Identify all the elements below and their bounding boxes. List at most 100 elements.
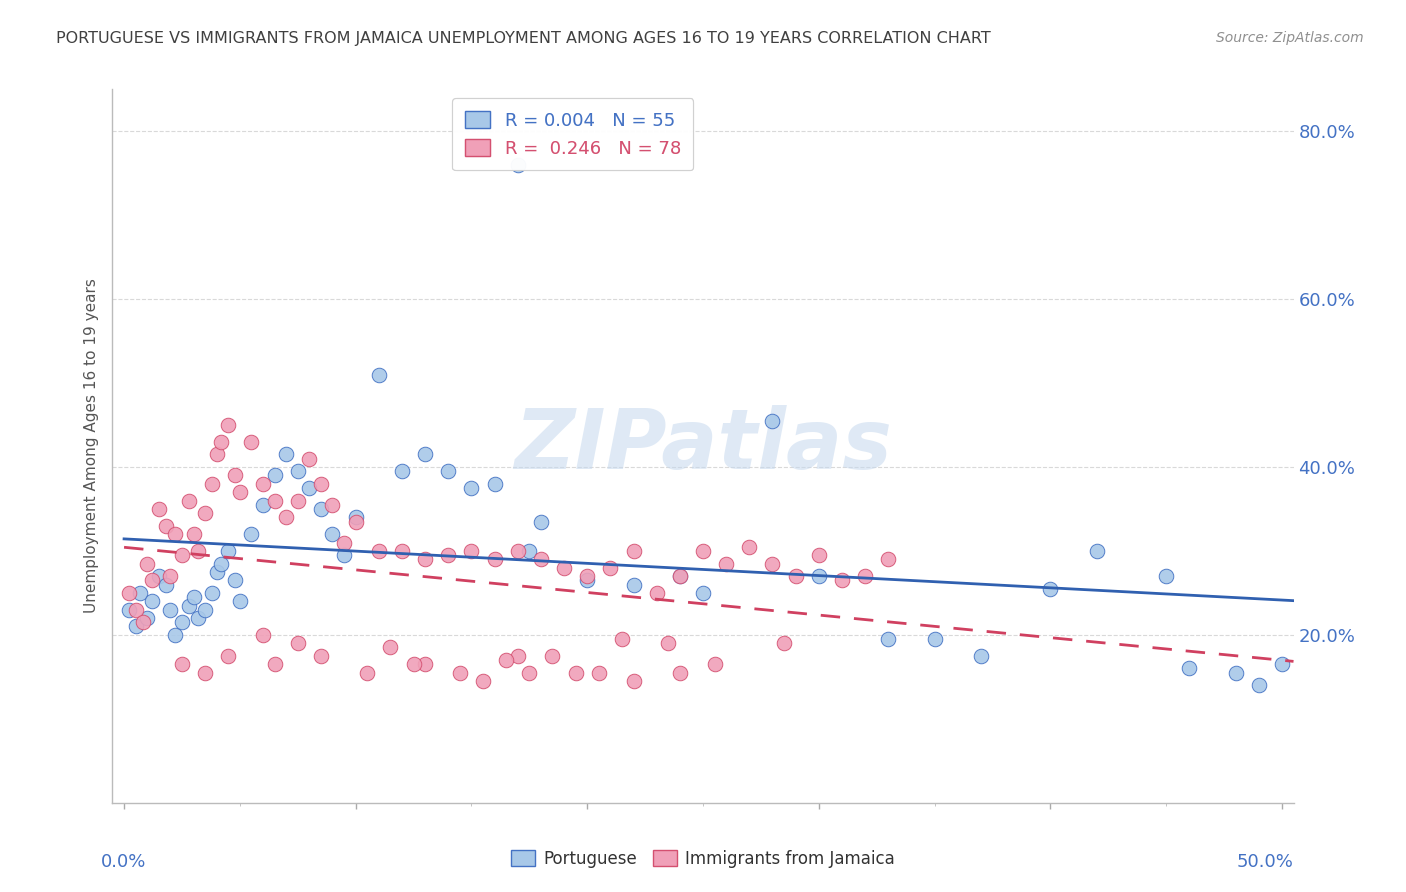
- Point: [136, 557, 159, 571]
- Text: Source: ZipAtlas.com: Source: ZipAtlas.com: [1216, 31, 1364, 45]
- Point: [183, 590, 205, 604]
- Text: PORTUGUESE VS IMMIGRANTS FROM JAMAICA UNEMPLOYMENT AMONG AGES 16 TO 19 YEARS COR: PORTUGUESE VS IMMIGRANTS FROM JAMAICA UN…: [56, 31, 991, 46]
- Point: [460, 544, 482, 558]
- Point: [183, 527, 205, 541]
- Point: [761, 414, 783, 428]
- Point: [170, 657, 193, 672]
- Point: [413, 657, 436, 672]
- Point: [1085, 544, 1108, 558]
- Legend: Portuguese, Immigrants from Jamaica: Portuguese, Immigrants from Jamaica: [505, 844, 901, 875]
- Point: [356, 665, 378, 680]
- Point: [187, 611, 209, 625]
- Point: [217, 648, 239, 663]
- Text: ZIPatlas: ZIPatlas: [515, 406, 891, 486]
- Point: [321, 498, 343, 512]
- Point: [170, 615, 193, 630]
- Point: [177, 493, 200, 508]
- Point: [129, 586, 152, 600]
- Point: [187, 544, 209, 558]
- Point: [807, 569, 830, 583]
- Point: [217, 544, 239, 558]
- Point: [217, 417, 239, 432]
- Legend: R = 0.004   N = 55, R =  0.246   N = 78: R = 0.004 N = 55, R = 0.246 N = 78: [453, 98, 693, 170]
- Point: [136, 611, 159, 625]
- Point: [155, 577, 177, 591]
- Point: [252, 476, 274, 491]
- Point: [877, 632, 900, 646]
- Point: [703, 657, 725, 672]
- Point: [298, 481, 321, 495]
- Point: [155, 518, 177, 533]
- Point: [209, 557, 232, 571]
- Point: [141, 574, 163, 588]
- Point: [1247, 678, 1270, 692]
- Point: [599, 560, 621, 574]
- Point: [924, 632, 946, 646]
- Point: [141, 594, 163, 608]
- Point: [194, 603, 217, 617]
- Point: [1271, 657, 1294, 672]
- Point: [853, 569, 876, 583]
- Point: [1039, 582, 1062, 596]
- Point: [610, 632, 633, 646]
- Point: [437, 464, 460, 478]
- Point: [970, 648, 993, 663]
- Point: [276, 510, 298, 524]
- Point: [163, 628, 186, 642]
- Point: [576, 574, 599, 588]
- Text: 50.0%: 50.0%: [1237, 853, 1294, 871]
- Point: [472, 674, 495, 689]
- Point: [287, 493, 309, 508]
- Point: [367, 544, 389, 558]
- Point: [309, 648, 332, 663]
- Point: [506, 544, 529, 558]
- Point: [1154, 569, 1177, 583]
- Point: [391, 464, 413, 478]
- Point: [344, 510, 367, 524]
- Point: [669, 569, 692, 583]
- Point: [240, 527, 263, 541]
- Point: [413, 552, 436, 566]
- Point: [194, 665, 217, 680]
- Point: [159, 603, 181, 617]
- Point: [517, 665, 540, 680]
- Point: [148, 502, 170, 516]
- Point: [623, 674, 645, 689]
- Point: [530, 515, 553, 529]
- Point: [692, 586, 714, 600]
- Point: [209, 434, 232, 449]
- Point: [413, 447, 436, 461]
- Point: [333, 548, 356, 562]
- Point: [229, 594, 252, 608]
- Point: [118, 603, 141, 617]
- Point: [761, 557, 783, 571]
- Point: [263, 468, 285, 483]
- Point: [344, 515, 367, 529]
- Point: [576, 569, 599, 583]
- Point: [205, 565, 228, 579]
- Point: [506, 158, 529, 172]
- Point: [194, 506, 217, 520]
- Point: [460, 481, 482, 495]
- Point: [309, 476, 332, 491]
- Point: [333, 535, 356, 549]
- Point: [506, 648, 529, 663]
- Point: [1178, 661, 1201, 675]
- Point: [170, 548, 193, 562]
- Point: [240, 434, 263, 449]
- Point: [517, 544, 540, 558]
- Point: [224, 468, 246, 483]
- Y-axis label: Unemployment Among Ages 16 to 19 years: Unemployment Among Ages 16 to 19 years: [84, 278, 100, 614]
- Point: [124, 619, 146, 633]
- Point: [224, 574, 246, 588]
- Point: [541, 648, 564, 663]
- Point: [785, 569, 807, 583]
- Point: [623, 544, 645, 558]
- Point: [773, 636, 796, 650]
- Point: [229, 485, 252, 500]
- Point: [669, 665, 692, 680]
- Point: [588, 665, 610, 680]
- Point: [645, 586, 668, 600]
- Point: [252, 628, 274, 642]
- Point: [201, 586, 224, 600]
